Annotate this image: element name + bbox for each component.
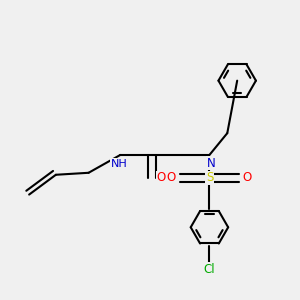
Text: S: S bbox=[206, 171, 213, 184]
Text: O: O bbox=[157, 171, 166, 184]
Text: N: N bbox=[207, 157, 215, 170]
Text: O: O bbox=[243, 171, 252, 184]
Text: O: O bbox=[167, 171, 176, 184]
Text: Cl: Cl bbox=[204, 263, 215, 276]
Text: NH: NH bbox=[110, 159, 127, 169]
